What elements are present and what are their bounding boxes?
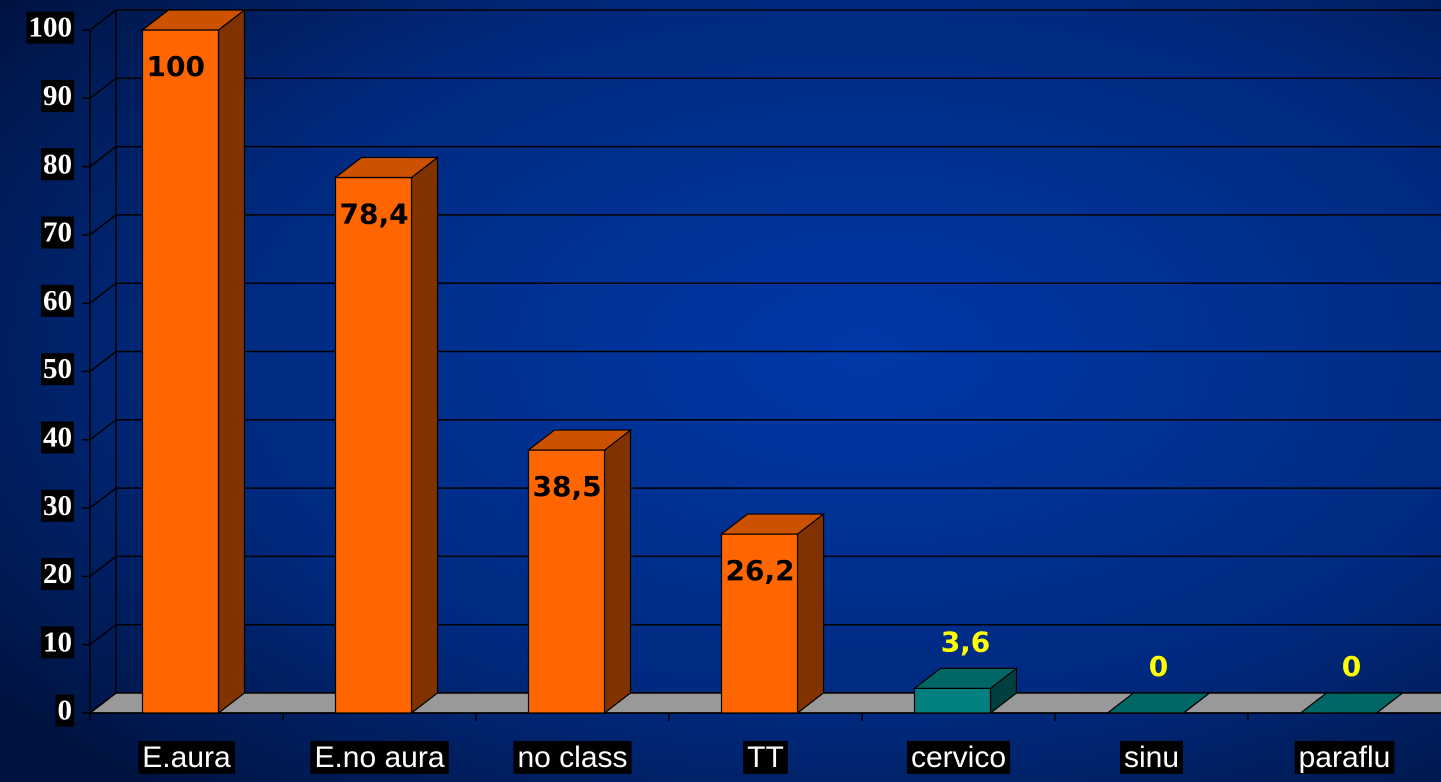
value-label: 0: [1342, 650, 1361, 683]
label-box: [138, 740, 236, 774]
x-tick-label: no class: [517, 741, 627, 774]
y-tick-label: 80: [43, 148, 72, 180]
bar: [912, 667, 1019, 715]
x-tick-label: E.no aura: [314, 741, 444, 774]
bar-front: [720, 533, 799, 714]
bar-top: [1105, 692, 1212, 714]
bar-top: [140, 9, 247, 31]
value-label: 78,4: [340, 198, 409, 231]
y-tick-label: 70: [43, 217, 72, 249]
value-label: 26,2: [726, 554, 795, 587]
grid-line: [89, 9, 117, 31]
bar: [719, 512, 826, 715]
y-tick-label: 0: [58, 695, 73, 727]
label-box: [41, 353, 74, 386]
label-box: [41, 79, 74, 112]
grid-line: [89, 419, 117, 441]
bar: [333, 156, 440, 715]
y-tick-label: 60: [43, 285, 72, 317]
x-tick-label: paraflu: [1299, 741, 1391, 774]
value-label: 0: [1149, 650, 1168, 683]
y-tick-label: 30: [43, 490, 72, 522]
y-tick-label: 90: [43, 80, 72, 112]
value-label: 3,6: [941, 625, 991, 658]
label-box: [41, 148, 74, 181]
label-box: [743, 740, 788, 774]
x-tick-label: TT: [747, 741, 784, 774]
label-box: [41, 284, 74, 317]
label-box: [513, 740, 632, 774]
label-box: [906, 740, 1011, 774]
value-label: 100: [147, 50, 205, 83]
bar-side: [603, 428, 632, 715]
bar: [1298, 692, 1405, 714]
bar: [1105, 692, 1212, 714]
y-tick-label: 10: [43, 626, 72, 658]
value-label: 38,5: [533, 470, 602, 503]
label-box: [41, 558, 74, 591]
bar-front: [334, 176, 413, 714]
x-tick-label: sinu: [1124, 741, 1179, 774]
grid-line: [89, 487, 117, 509]
label-box: [1119, 740, 1184, 774]
bar-side: [410, 156, 439, 715]
grid-line: [89, 555, 117, 577]
bar: [140, 8, 247, 715]
bar-front: [141, 29, 220, 714]
y-tick-label: 40: [43, 421, 72, 453]
label-box: [1294, 740, 1395, 774]
label-box: [26, 11, 74, 44]
grid-line: [89, 350, 117, 373]
y-tick-label: 50: [43, 353, 72, 385]
grid-line: [89, 146, 117, 168]
bar-top: [1298, 692, 1405, 714]
y-tick-label: 100: [29, 12, 73, 44]
bar-top: [526, 429, 633, 451]
bar-front: [913, 687, 992, 714]
grid-line: [89, 77, 117, 99]
bar-side: [217, 8, 246, 715]
label-box: [310, 740, 449, 774]
label-box: [41, 626, 74, 659]
label-box: [41, 216, 74, 249]
x-tick-label: cervico: [911, 741, 1006, 774]
grid-line: [89, 624, 117, 646]
label-box: [55, 694, 74, 727]
bar: [526, 428, 633, 715]
grid-line: [89, 282, 117, 304]
bar-top: [719, 513, 826, 535]
label-box: [41, 489, 74, 522]
bar-front: [527, 449, 606, 714]
grid-line: [89, 214, 117, 236]
x-tick-label: E.aura: [142, 741, 231, 774]
bar-top: [333, 156, 440, 179]
y-tick-label: 20: [43, 558, 72, 590]
label-box: [41, 421, 74, 454]
bar-side: [796, 512, 825, 715]
bar-top: [912, 667, 1019, 690]
